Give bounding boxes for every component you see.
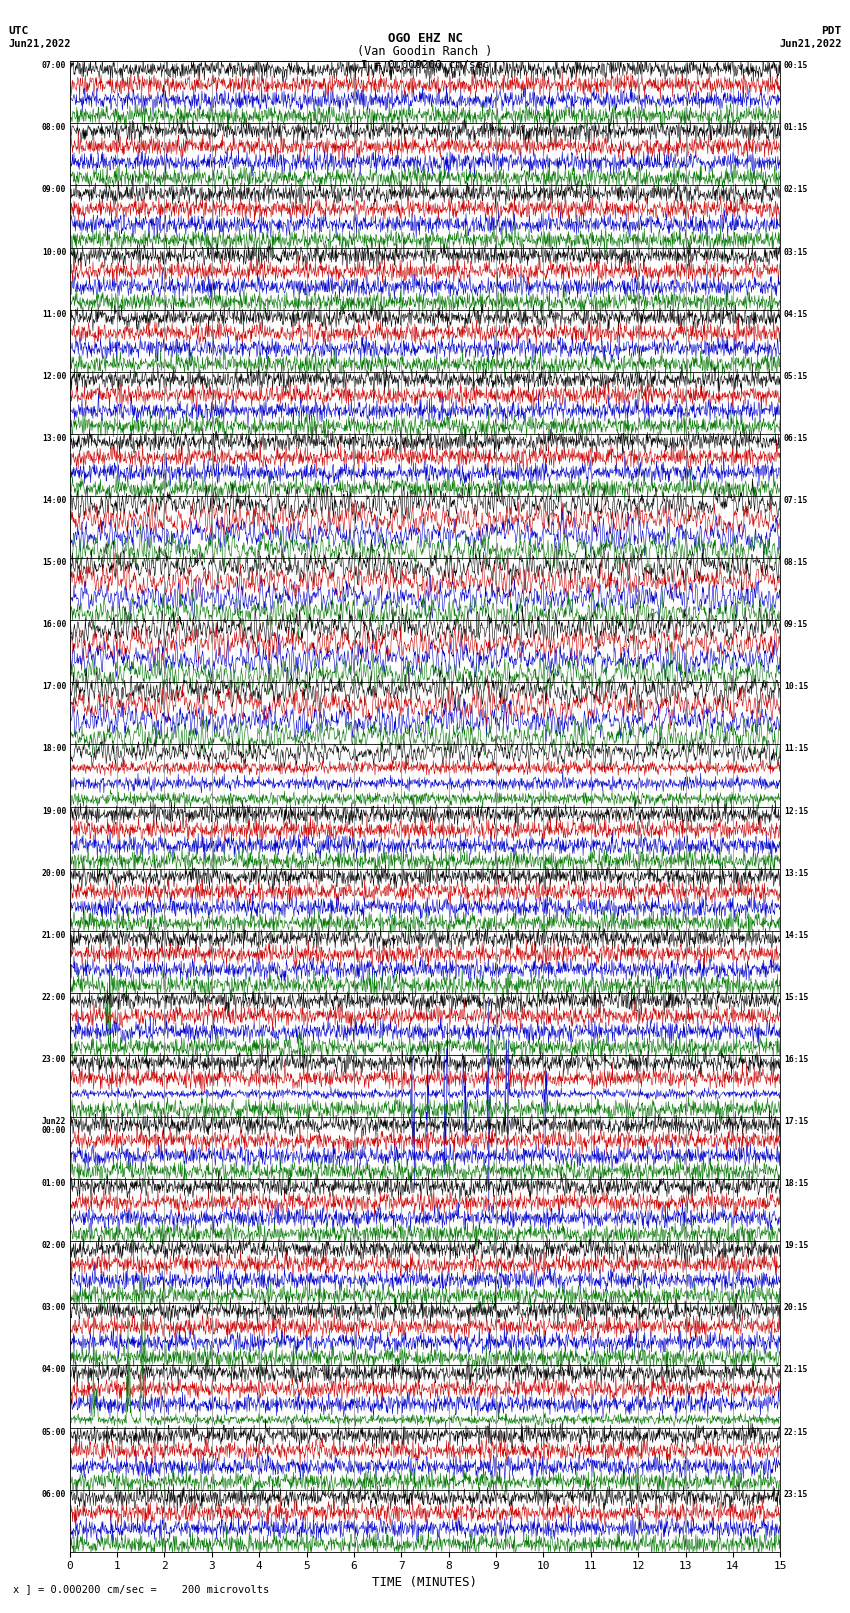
Text: 13:00: 13:00 — [42, 434, 66, 444]
Text: 08:15: 08:15 — [784, 558, 808, 568]
Text: 02:00: 02:00 — [42, 1242, 66, 1250]
Text: I = 0.000200 cm/sec: I = 0.000200 cm/sec — [361, 60, 489, 69]
Text: 04:15: 04:15 — [784, 310, 808, 319]
Text: 17:00: 17:00 — [42, 682, 66, 692]
Text: 01:15: 01:15 — [784, 124, 808, 132]
Text: 09:15: 09:15 — [784, 621, 808, 629]
Text: 22:15: 22:15 — [784, 1428, 808, 1437]
Text: 22:00: 22:00 — [42, 994, 66, 1002]
X-axis label: TIME (MINUTES): TIME (MINUTES) — [372, 1576, 478, 1589]
Text: 04:00: 04:00 — [42, 1365, 66, 1374]
Text: x ] = 0.000200 cm/sec =    200 microvolts: x ] = 0.000200 cm/sec = 200 microvolts — [13, 1584, 269, 1594]
Text: 14:15: 14:15 — [784, 931, 808, 940]
Text: 07:15: 07:15 — [784, 497, 808, 505]
Text: 03:00: 03:00 — [42, 1303, 66, 1313]
Text: 21:15: 21:15 — [784, 1365, 808, 1374]
Text: 13:15: 13:15 — [784, 868, 808, 877]
Text: 00:15: 00:15 — [784, 61, 808, 71]
Text: 11:15: 11:15 — [784, 745, 808, 753]
Text: 12:15: 12:15 — [784, 806, 808, 816]
Text: 05:15: 05:15 — [784, 373, 808, 381]
Text: 03:15: 03:15 — [784, 248, 808, 256]
Text: 23:15: 23:15 — [784, 1490, 808, 1498]
Text: 12:00: 12:00 — [42, 373, 66, 381]
Text: 23:00: 23:00 — [42, 1055, 66, 1065]
Text: Jun21,2022: Jun21,2022 — [8, 39, 71, 48]
Text: 00:00: 00:00 — [42, 1126, 66, 1136]
Text: 10:00: 10:00 — [42, 248, 66, 256]
Text: 16:00: 16:00 — [42, 621, 66, 629]
Text: 16:15: 16:15 — [784, 1055, 808, 1065]
Text: 15:15: 15:15 — [784, 994, 808, 1002]
Text: 15:00: 15:00 — [42, 558, 66, 568]
Text: 01:00: 01:00 — [42, 1179, 66, 1189]
Text: 07:00: 07:00 — [42, 61, 66, 71]
Text: 08:00: 08:00 — [42, 124, 66, 132]
Text: OGO EHZ NC: OGO EHZ NC — [388, 32, 462, 45]
Text: (Van Goodin Ranch ): (Van Goodin Ranch ) — [357, 45, 493, 58]
Text: 20:15: 20:15 — [784, 1303, 808, 1313]
Text: 06:15: 06:15 — [784, 434, 808, 444]
Text: 21:00: 21:00 — [42, 931, 66, 940]
Text: 10:15: 10:15 — [784, 682, 808, 692]
Text: 18:15: 18:15 — [784, 1179, 808, 1189]
Text: Jun22: Jun22 — [42, 1116, 66, 1126]
Text: 19:00: 19:00 — [42, 806, 66, 816]
Text: PDT: PDT — [821, 26, 842, 35]
Text: 11:00: 11:00 — [42, 310, 66, 319]
Text: 09:00: 09:00 — [42, 185, 66, 195]
Text: UTC: UTC — [8, 26, 29, 35]
Text: 19:15: 19:15 — [784, 1242, 808, 1250]
Text: 14:00: 14:00 — [42, 497, 66, 505]
Text: 17:15: 17:15 — [784, 1116, 808, 1126]
Text: 06:00: 06:00 — [42, 1490, 66, 1498]
Text: 05:00: 05:00 — [42, 1428, 66, 1437]
Text: 18:00: 18:00 — [42, 745, 66, 753]
Text: 02:15: 02:15 — [784, 185, 808, 195]
Text: Jun21,2022: Jun21,2022 — [779, 39, 842, 48]
Text: 20:00: 20:00 — [42, 868, 66, 877]
